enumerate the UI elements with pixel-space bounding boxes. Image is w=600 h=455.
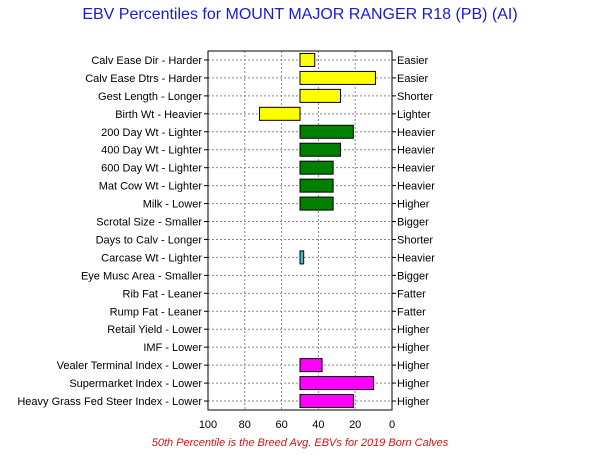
bar: [299, 376, 375, 391]
x-tick-labels: 100 80 60 40 20 0: [199, 419, 395, 431]
row-label-left: Eye Musc Area - Smaller: [81, 270, 202, 282]
row-label-right: Heavier: [397, 252, 435, 264]
row-label-left: Birth Wt - Heavier: [115, 109, 202, 121]
row-label-right: Higher: [397, 324, 430, 336]
row-label-right: Bigger: [397, 270, 429, 282]
bar: [299, 358, 323, 373]
row-label-left: 600 Day Wt - Lighter: [101, 163, 202, 175]
bars: [259, 52, 376, 409]
right-labels: Easier Easier Shorter Lighter Heavier Heavier…: [397, 55, 435, 408]
row-label-right: Higher: [397, 378, 430, 390]
bar: [299, 250, 305, 265]
bar: [299, 88, 341, 103]
row-label-right: Heavier: [397, 163, 435, 175]
bar: [299, 142, 341, 157]
row-label-left: Milk - Lower: [143, 199, 203, 211]
row-label-left: Supermarket Index - Lower: [69, 378, 202, 390]
x-tick-label: 80: [239, 419, 251, 431]
row-label-left: Rib Fat - Leaner: [123, 288, 203, 300]
row-label-right: Higher: [397, 342, 430, 354]
row-label-left: Calv Ease Dtrs - Harder: [85, 73, 202, 85]
plot-frame: [207, 50, 393, 411]
row-label-right: Easier: [397, 55, 429, 67]
row-label-left: Calv Ease Dir - Harder: [91, 55, 202, 67]
row-label-right: Higher: [397, 396, 430, 408]
row-label-right: Fatter: [397, 306, 426, 318]
row-label-right: Fatter: [397, 288, 426, 300]
row-label-right: Lighter: [397, 109, 431, 121]
row-label-right: Higher: [397, 199, 430, 211]
bar: [259, 106, 301, 121]
row-label-left: IMF - Lower: [143, 342, 202, 354]
row-label-right: Shorter: [397, 234, 433, 246]
row-label-right: Higher: [397, 360, 430, 372]
x-tick-label: 40: [312, 419, 324, 431]
x-tick-label: 100: [199, 419, 217, 431]
grid-lines: [204, 51, 396, 410]
row-label-right: Heavier: [397, 181, 435, 193]
row-label-left: Days to Calv - Longer: [96, 234, 203, 246]
row-label-right: Easier: [397, 73, 429, 85]
bar: [299, 178, 334, 193]
row-label-left: Gest Length - Longer: [98, 91, 202, 103]
row-label-left: Vealer Terminal Index - Lower: [57, 360, 203, 372]
bar: [299, 70, 376, 85]
x-tick-label: 20: [349, 419, 361, 431]
left-labels: Calv Ease Dir - Harder Calv Ease Dtrs - H…: [17, 55, 202, 408]
row-label-right: Heavier: [397, 145, 435, 157]
row-label-left: 200 Day Wt - Lighter: [101, 127, 202, 139]
bar: [299, 394, 354, 409]
bar: [299, 52, 316, 67]
footnote: 50th Percentile is the Breed Avg. EBVs f…: [151, 437, 449, 449]
row-label-left: Heavy Grass Fed Steer Index - Lower: [17, 396, 202, 408]
row-label-left: Retail Yield - Lower: [107, 324, 202, 336]
row-label-left: Rump Fat - Leaner: [110, 306, 203, 318]
bar: [299, 160, 334, 175]
row-label-left: Mat Cow Wt - Lighter: [99, 181, 203, 193]
bar: [299, 124, 354, 139]
x-tick-label: 0: [389, 419, 395, 431]
row-label-right: Bigger: [397, 217, 429, 229]
x-tick-label: 60: [275, 419, 287, 431]
bar: [299, 196, 334, 211]
row-label-right: Shorter: [397, 91, 433, 103]
row-label-left: Scrotal Size - Smaller: [96, 217, 202, 229]
row-label-right: Heavier: [397, 127, 435, 139]
chart-title: EBV Percentiles for MOUNT MAJOR RANGER R…: [82, 6, 518, 23]
row-label-left: Carcase Wt - Lighter: [101, 252, 202, 264]
row-label-left: 400 Day Wt - Lighter: [101, 145, 202, 157]
